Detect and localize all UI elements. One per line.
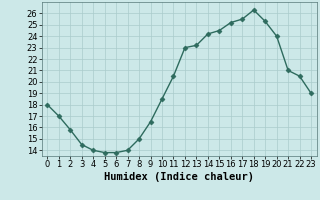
X-axis label: Humidex (Indice chaleur): Humidex (Indice chaleur) <box>104 172 254 182</box>
